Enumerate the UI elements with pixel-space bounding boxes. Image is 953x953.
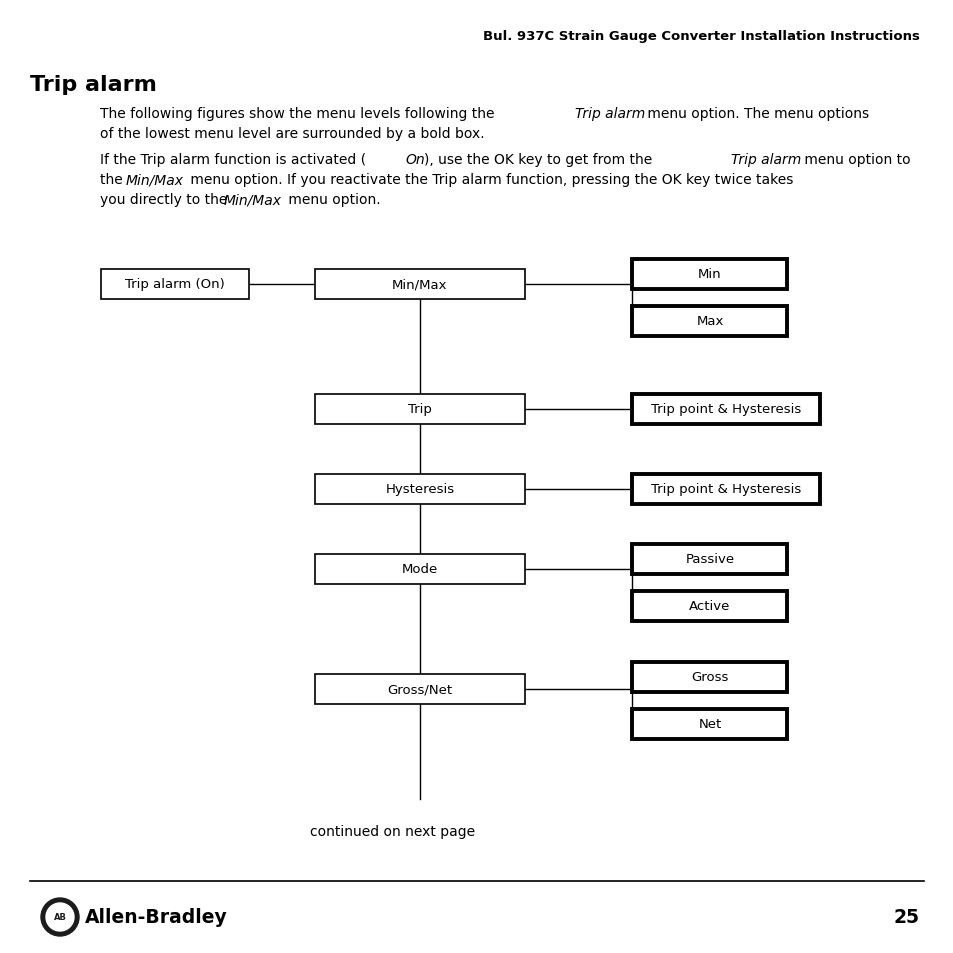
Text: Min/Max: Min/Max [224, 193, 282, 207]
Bar [632, 260, 786, 290]
Text: Active: Active [689, 599, 730, 613]
Text: Mode: Mode [401, 563, 437, 576]
Bar [314, 555, 524, 584]
Text: Hysteresis: Hysteresis [385, 483, 454, 496]
Bar [631, 395, 820, 424]
Ellipse shape [41, 898, 79, 936]
Text: Min/Max: Min/Max [392, 278, 447, 292]
Text: Gross/Net: Gross/Net [387, 682, 452, 696]
Ellipse shape [46, 903, 74, 931]
Bar [631, 475, 820, 504]
Text: Trip: Trip [408, 403, 432, 416]
Bar [632, 709, 786, 740]
Text: On: On [405, 152, 424, 167]
Bar [314, 475, 524, 504]
Text: of the lowest menu level are surrounded by a bold box.: of the lowest menu level are surrounded … [100, 127, 484, 141]
Text: If the Trip alarm function is activated (: If the Trip alarm function is activated … [100, 152, 366, 167]
Text: 25: 25 [893, 907, 919, 926]
Bar [101, 270, 249, 299]
Text: continued on next page: continued on next page [310, 824, 475, 838]
Bar [632, 544, 786, 575]
Text: Net: Net [698, 718, 720, 731]
Text: Gross: Gross [691, 671, 728, 684]
Text: The following figures show the menu levels following the: The following figures show the menu leve… [100, 107, 498, 121]
Bar [314, 270, 524, 299]
Text: menu option to: menu option to [800, 152, 910, 167]
Text: Passive: Passive [684, 553, 734, 566]
Text: menu option. The menu options: menu option. The menu options [642, 107, 868, 121]
Text: you directly to the: you directly to the [100, 193, 232, 207]
Text: Trip point & Hysteresis: Trip point & Hysteresis [650, 483, 801, 496]
Text: menu option.: menu option. [284, 193, 380, 207]
Text: AB: AB [53, 913, 67, 922]
Text: Min: Min [698, 268, 721, 281]
Text: Max: Max [696, 315, 723, 328]
Text: Trip alarm (On): Trip alarm (On) [125, 278, 225, 292]
Text: Trip point & Hysteresis: Trip point & Hysteresis [650, 403, 801, 416]
Text: Bul. 937C Strain Gauge Converter Installation Instructions: Bul. 937C Strain Gauge Converter Install… [482, 30, 919, 43]
Bar [632, 307, 786, 336]
Text: Min/Max: Min/Max [126, 172, 184, 187]
Text: the: the [100, 172, 127, 187]
Bar [314, 395, 524, 424]
Bar [314, 675, 524, 704]
Text: Trip alarm: Trip alarm [575, 107, 644, 121]
Text: Allen-Bradley: Allen-Bradley [85, 907, 228, 926]
Text: Trip alarm: Trip alarm [30, 75, 156, 95]
Text: Trip alarm: Trip alarm [730, 152, 801, 167]
Bar [632, 662, 786, 692]
Text: menu option. If you reactivate the Trip alarm function, pressing the OK key twic: menu option. If you reactivate the Trip … [186, 172, 793, 187]
Text: ), use the OK key to get from the: ), use the OK key to get from the [423, 152, 656, 167]
Bar [632, 592, 786, 621]
